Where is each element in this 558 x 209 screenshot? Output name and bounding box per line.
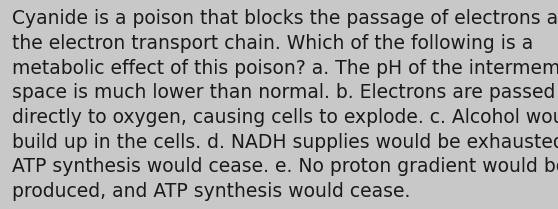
Text: metabolic effect of this poison? a. The pH of the intermembrane: metabolic effect of this poison? a. The … — [12, 59, 558, 78]
Text: the electron transport chain. Which of the following is a: the electron transport chain. Which of t… — [12, 34, 533, 53]
Text: produced, and ATP synthesis would cease.: produced, and ATP synthesis would cease. — [12, 182, 411, 201]
Text: ATP synthesis would cease. e. No proton gradient would be: ATP synthesis would cease. e. No proton … — [12, 157, 558, 176]
Text: directly to oxygen, causing cells to explode. c. Alcohol would: directly to oxygen, causing cells to exp… — [12, 108, 558, 127]
Text: space is much lower than normal. b. Electrons are passed: space is much lower than normal. b. Elec… — [12, 83, 556, 102]
Text: build up in the cells. d. NADH supplies would be exhausted, and: build up in the cells. d. NADH supplies … — [12, 133, 558, 152]
Text: Cyanide is a poison that blocks the passage of electrons along: Cyanide is a poison that blocks the pass… — [12, 9, 558, 28]
